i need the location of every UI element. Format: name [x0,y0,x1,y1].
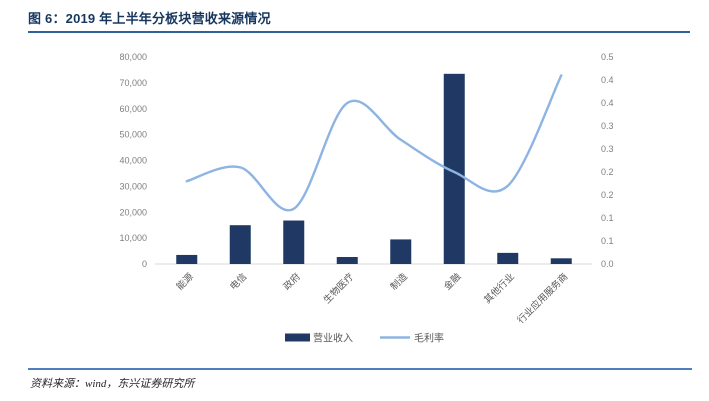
category-label-生物医疗: 生物医疗 [321,270,357,306]
left-axis-tick-label: 60,000 [119,104,147,114]
right-axis-tick-label: 0.3 [601,144,614,154]
category-label-能源: 能源 [174,270,196,292]
legend-swatch-bar [285,333,310,342]
right-axis-tick-label: 0.3 [601,121,614,131]
left-axis-tick-label: 10,000 [119,233,147,243]
category-label-制造: 制造 [388,270,410,292]
bar-其他行业 [497,252,519,264]
category-label-政府: 政府 [281,270,303,292]
right-axis-tick-label: 0.1 [601,213,614,223]
left-axis-tick-label: 0 [142,259,147,269]
bar-电信 [229,225,251,264]
gross-margin-line [185,74,563,212]
category-label-电信: 电信 [227,271,249,293]
right-axis-tick-label: 0.4 [601,98,614,108]
bar-能源 [176,254,198,264]
left-axis-tick-label: 30,000 [119,181,147,191]
bar-生物医疗 [336,257,358,264]
footer-divider [28,368,692,370]
category-label-行业应用服务商: 行业应用服务商 [515,271,571,327]
legend-label-revenue: 营业收入 [313,332,353,345]
right-axis-tick-label: 0.5 [601,52,614,62]
left-axis-tick-label: 20,000 [119,207,147,217]
bar-制造 [390,239,412,264]
figure-title: 图 6：2019 年上半年分板块营收来源情况 [28,11,271,26]
left-axis-tick-label: 40,000 [119,156,147,166]
right-axis-tick-label: 0.2 [601,167,614,177]
bar-行业应用服务商 [550,258,572,264]
bar-金融 [443,73,465,264]
category-label-其他行业: 其他行业 [482,271,517,306]
right-axis-tick-label: 0.0 [601,259,614,269]
bar-政府 [283,220,305,264]
category-label-金融: 金融 [441,270,463,292]
right-axis-tick-label: 0.2 [601,190,614,200]
source-note: 资料来源：wind，东兴证券研究所 [30,378,195,390]
left-axis-tick-label: 80,000 [119,52,147,62]
legend-label-margin: 毛利率 [414,332,444,345]
right-axis-tick-label: 0.1 [601,236,614,246]
right-axis-tick-label: 0.4 [601,75,614,85]
left-axis-tick-label: 50,000 [119,130,147,140]
title-divider [28,31,690,33]
left-axis-tick-label: 70,000 [119,78,147,88]
